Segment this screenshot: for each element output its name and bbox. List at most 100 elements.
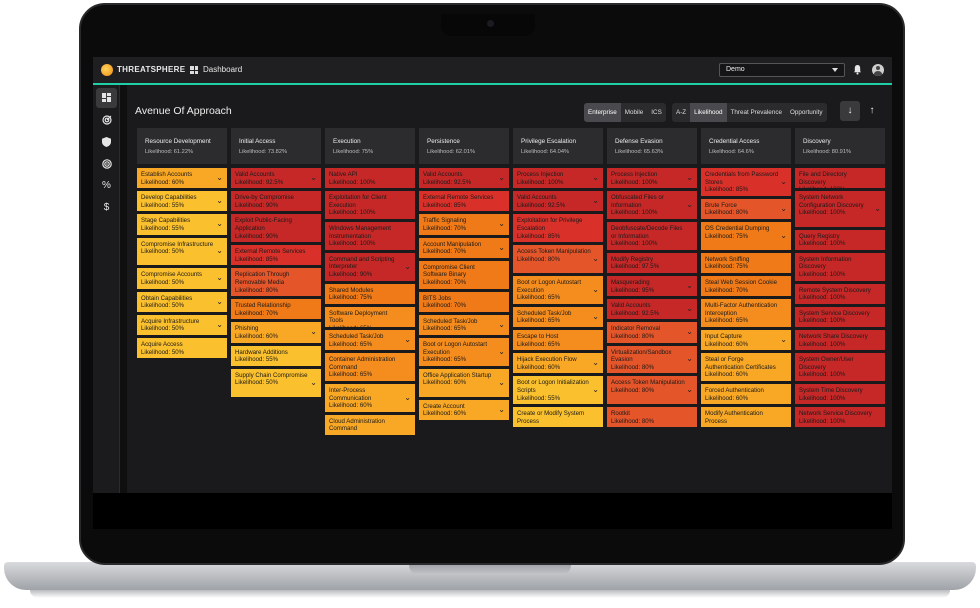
technique-card[interactable]: Exploitation for Privilege Escalation Lik… bbox=[513, 214, 603, 243]
technique-card[interactable]: Indicator Removal Likelihood: 80% ⌄ bbox=[607, 322, 697, 343]
technique-card[interactable]: Obfuscated Files or Information Likelihoo… bbox=[607, 191, 697, 219]
chevron-down-icon[interactable]: ⌄ bbox=[592, 173, 599, 183]
chevron-down-icon[interactable]: ⌄ bbox=[310, 327, 317, 337]
technique-card[interactable]: Access Token Manipulation Likelihood: 80%… bbox=[607, 376, 697, 405]
tab-opportunity[interactable]: Opportunity bbox=[789, 109, 823, 116]
technique-card[interactable]: Valid Accounts Likelihood: 92.5% ⌄ bbox=[231, 168, 321, 189]
chevron-down-icon[interactable]: ⌄ bbox=[310, 377, 317, 387]
chevron-down-icon[interactable]: ⌄ bbox=[686, 200, 693, 210]
chevron-down-icon[interactable]: ⌄ bbox=[404, 261, 411, 271]
technique-card[interactable]: External Remote Services Likelihood: 85% bbox=[231, 245, 321, 266]
technique-card[interactable]: Valid Accounts Likelihood: 92.5% ⌄ bbox=[513, 191, 603, 212]
tactic-header[interactable]: Initial Access Likelihood: 73.82% bbox=[231, 128, 321, 164]
technique-card[interactable]: Trusted Relationship Likelihood: 70% bbox=[231, 299, 321, 320]
technique-card[interactable]: Supply Chain Compromise Likelihood: 50% ⌄ bbox=[231, 368, 321, 397]
chevron-down-icon[interactable]: ⌄ bbox=[216, 246, 223, 256]
tactic-header[interactable]: Credential Access Likelihood: 64.6% bbox=[701, 128, 791, 164]
technique-card[interactable]: Scheduled Task/Job Likelihood: 65% ⌄ bbox=[325, 330, 415, 351]
chevron-down-icon[interactable]: ⌄ bbox=[780, 203, 787, 213]
chevron-down-icon[interactable]: ⌄ bbox=[592, 358, 599, 368]
technique-card[interactable]: Phishing Likelihood: 60% ⌄ bbox=[231, 322, 321, 343]
technique-card[interactable]: Create Account Likelihood: 60% ⌄ bbox=[419, 399, 509, 420]
chevron-down-icon[interactable]: ⌄ bbox=[404, 335, 411, 345]
technique-card[interactable]: Input Capture Likelihood: 60% ⌄ bbox=[701, 330, 791, 351]
chevron-down-icon[interactable]: ⌄ bbox=[592, 385, 599, 395]
chevron-down-icon[interactable]: ⌄ bbox=[498, 219, 505, 229]
sort-descending-button[interactable]: ↓ bbox=[840, 101, 860, 121]
technique-card[interactable]: Brute Force Likelihood: 80% ⌄ bbox=[701, 198, 791, 219]
chevron-down-icon[interactable]: ⌄ bbox=[498, 173, 505, 183]
chevron-down-icon[interactable]: ⌄ bbox=[686, 281, 693, 291]
radar-icon[interactable] bbox=[96, 110, 117, 130]
technique-card[interactable]: BITS Jobs Likelihood: 70% bbox=[419, 291, 509, 312]
technique-card[interactable]: Scheduled Task/Job Likelihood: 65% ⌄ bbox=[419, 314, 509, 335]
tactic-header[interactable]: Execution Likelihood: 75% bbox=[325, 128, 415, 164]
chevron-down-icon[interactable]: ⌄ bbox=[216, 273, 223, 283]
technique-card[interactable]: System Time Discovery Likelihood: 100% bbox=[795, 384, 885, 405]
technique-card[interactable]: Cloud Administration Command bbox=[325, 414, 415, 435]
chevron-down-icon[interactable]: ⌄ bbox=[498, 319, 505, 329]
tactic-header[interactable]: Privilege Escalation Likelihood: 64.04% bbox=[513, 128, 603, 164]
nav-title[interactable]: Dashboard bbox=[203, 65, 243, 74]
chevron-down-icon[interactable]: ⌄ bbox=[780, 176, 787, 186]
technique-card[interactable]: Virtualization/Sandbox Evasion Likelihood… bbox=[607, 345, 697, 374]
tab-enterprise[interactable]: Enterprise bbox=[584, 103, 621, 122]
technique-card[interactable]: Escape to Host Likelihood: 65% bbox=[513, 330, 603, 351]
technique-card[interactable]: Office Application Startup Likelihood: 60… bbox=[419, 368, 509, 397]
technique-card[interactable]: Remote System Discovery Likelihood: 100% bbox=[795, 283, 885, 304]
chevron-down-icon[interactable]: ⌄ bbox=[686, 304, 693, 314]
technique-card[interactable]: Software Deployment ToolsLikelihood: 65% bbox=[325, 306, 415, 327]
shield-icon[interactable] bbox=[96, 132, 117, 152]
chevron-down-icon[interactable]: ⌄ bbox=[498, 404, 505, 414]
bell-icon[interactable] bbox=[853, 64, 862, 75]
chevron-down-icon[interactable]: ⌄ bbox=[216, 173, 223, 183]
chevron-down-icon[interactable]: ⌄ bbox=[498, 346, 505, 356]
chevron-down-icon[interactable]: ⌄ bbox=[592, 254, 599, 264]
chevron-down-icon[interactable]: ⌄ bbox=[686, 327, 693, 337]
technique-card[interactable]: Hijack Execution Flow Likelihood: 60% ⌄ bbox=[513, 353, 603, 374]
technique-card[interactable]: Windows Management Instrumentation Likeli… bbox=[325, 222, 415, 250]
technique-card[interactable]: Native API Likelihood: 100% bbox=[325, 168, 415, 189]
technique-card[interactable]: Drive-by Compromise Likelihood: 90% bbox=[231, 191, 321, 212]
tab-threat-prevalence[interactable]: Threat Prevalence bbox=[730, 109, 782, 116]
technique-card[interactable]: Acquire Infrastructure Likelihood: 50% ⌄ bbox=[137, 314, 227, 335]
technique-card[interactable]: Inter-Process Communication Likelihood: 6… bbox=[325, 384, 415, 412]
technique-card[interactable]: Scheduled Task/Job Likelihood: 65% ⌄ bbox=[513, 306, 603, 327]
user-avatar[interactable] bbox=[872, 64, 884, 76]
technique-card[interactable]: System Service Discovery Likelihood: 100% bbox=[795, 306, 885, 327]
chevron-down-icon[interactable]: ⌄ bbox=[498, 242, 505, 252]
chevron-down-icon[interactable]: ⌄ bbox=[216, 196, 223, 206]
tactic-header[interactable]: Persistence Likelihood: 62.01% bbox=[419, 128, 509, 164]
tactic-header[interactable]: Defense Evasion Likelihood: 65.63% bbox=[607, 128, 697, 164]
technique-card[interactable]: Access Token Manipulation Likelihood: 80%… bbox=[513, 245, 603, 273]
chevron-down-icon[interactable]: ⌄ bbox=[780, 335, 787, 345]
technique-card[interactable]: Container Administration Command Likeliho… bbox=[325, 353, 415, 381]
technique-card[interactable]: Masquerading Likelihood: 95% ⌄ bbox=[607, 276, 697, 297]
technique-card[interactable]: Boot or Logon Initialization Scripts Like… bbox=[513, 376, 603, 405]
technique-card[interactable]: Create or Modify System Process bbox=[513, 407, 603, 428]
technique-card[interactable]: Boot or Logon Autostart Execution Likelih… bbox=[513, 276, 603, 304]
technique-card[interactable]: Hardware Additions Likelihood: 55% bbox=[231, 345, 321, 366]
chevron-down-icon[interactable]: ⌄ bbox=[780, 230, 787, 240]
target-icon[interactable] bbox=[96, 154, 117, 174]
technique-card[interactable]: Compromise Infrastructure Likelihood: 50%… bbox=[137, 237, 227, 266]
technique-card[interactable]: Network Service Discovery Likelihood: 100… bbox=[795, 407, 885, 428]
chevron-down-icon[interactable]: ⌄ bbox=[686, 385, 693, 395]
technique-card[interactable]: Replication Through Removable Media Likel… bbox=[231, 268, 321, 297]
technique-card[interactable]: Traffic Signaling Likelihood: 70% ⌄ bbox=[419, 214, 509, 235]
technique-card[interactable]: System Network Configuration Discovery Li… bbox=[795, 191, 885, 227]
technique-card[interactable]: Command and Scripting Interpreter Likelih… bbox=[325, 252, 415, 281]
technique-card[interactable]: Exploitation for Client Execution Likelih… bbox=[325, 191, 415, 219]
technique-card[interactable]: Establish Accounts Likelihood: 60% ⌄ bbox=[137, 168, 227, 189]
chevron-down-icon[interactable]: ⌄ bbox=[686, 354, 693, 364]
technique-card[interactable]: Stage Capabilities Likelihood: 55% ⌄ bbox=[137, 214, 227, 235]
dashboard-icon[interactable] bbox=[96, 88, 117, 108]
chevron-down-icon[interactable]: ⌄ bbox=[216, 319, 223, 329]
technique-card[interactable]: Boot or Logon Autostart Execution Likelih… bbox=[419, 338, 509, 366]
org-select[interactable]: Demo bbox=[719, 63, 845, 77]
chevron-down-icon[interactable]: ⌄ bbox=[592, 196, 599, 206]
chevron-down-icon[interactable]: ⌄ bbox=[310, 173, 317, 183]
technique-card[interactable]: Obtain Capabilities Likelihood: 50% ⌄ bbox=[137, 291, 227, 312]
technique-card[interactable]: Modify Registry Likelihood: 97.5% bbox=[607, 252, 697, 273]
technique-card[interactable]: Credentials from Password Stores Likeliho… bbox=[701, 168, 791, 196]
